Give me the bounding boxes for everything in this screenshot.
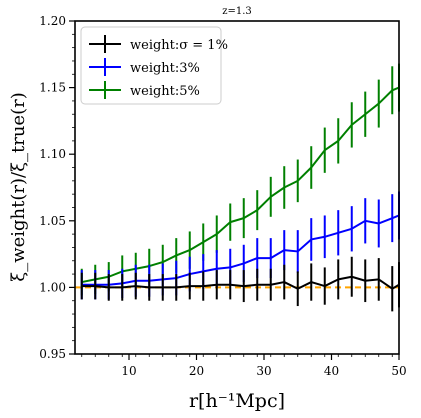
legend: weight:σ = 1% weight:3% weight:5%	[80, 26, 228, 105]
chart-title: z=1.3	[222, 6, 252, 17]
legend-item: weight:σ = 1%	[89, 35, 228, 53]
legend-box	[80, 26, 222, 105]
plot-area	[75, 63, 400, 312]
x-axis: 10 20 30 40 50	[81, 354, 407, 378]
y-tick-label: 1.15	[39, 81, 66, 95]
y-tick-label: 1.05	[39, 214, 66, 228]
series-line	[81, 275, 400, 290]
x-tick-label: 10	[121, 364, 136, 378]
x-tick-label: 30	[256, 364, 271, 378]
y-tick-label: 1.10	[39, 147, 66, 161]
legend-label: weight:σ = 1%	[130, 38, 228, 53]
y-tick-label: 1.20	[39, 14, 66, 28]
legend-label: weight:3%	[130, 61, 200, 76]
x-axis-label: r[h⁻¹Mpc]	[189, 390, 285, 412]
y-tick-label: 0.95	[39, 347, 66, 361]
series-1	[80, 256, 400, 312]
x-tick-label: 50	[391, 364, 406, 378]
y-tick-label: 1.00	[39, 280, 66, 294]
y-axis: 0.95 1.00 1.05 1.10 1.15 1.20	[39, 14, 75, 361]
legend-item: weight:3%	[89, 58, 200, 76]
x-tick-label: 40	[324, 364, 339, 378]
x-tick-label: 20	[189, 364, 204, 378]
plot-frame	[74, 20, 400, 355]
y-axis-label: ξ_weight(r)/ξ_true(r)	[8, 92, 29, 281]
legend-label: weight:5%	[130, 84, 200, 99]
legend-item: weight:5%	[89, 81, 200, 99]
